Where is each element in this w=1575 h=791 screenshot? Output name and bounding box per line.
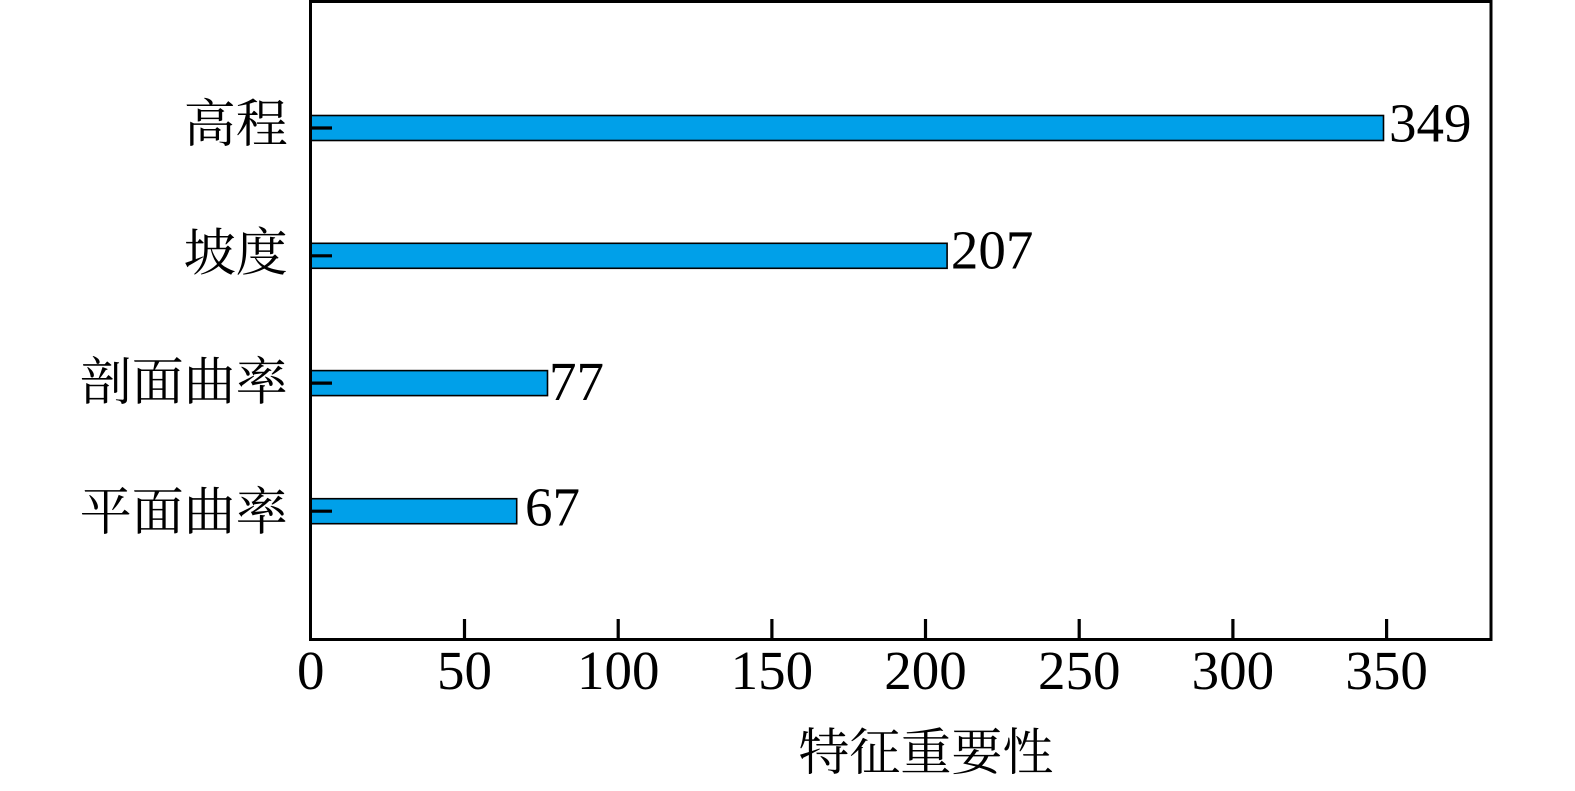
svg-text:250: 250	[1038, 640, 1121, 701]
svg-text:67: 67	[525, 477, 580, 538]
svg-text:150: 150	[731, 640, 814, 701]
svg-text:349: 349	[1389, 92, 1472, 153]
svg-text:0: 0	[297, 640, 325, 701]
svg-text:200: 200	[884, 640, 967, 701]
svg-text:300: 300	[1192, 640, 1275, 701]
svg-text:350: 350	[1345, 640, 1428, 701]
svg-text:50: 50	[437, 640, 492, 701]
svg-text:77: 77	[549, 351, 604, 412]
svg-text:100: 100	[577, 640, 660, 701]
svg-text:207: 207	[951, 219, 1034, 280]
